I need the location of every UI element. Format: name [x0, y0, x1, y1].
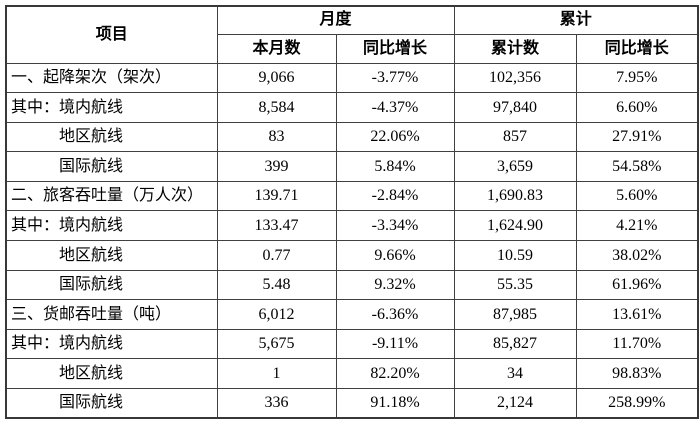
- header-item: 项目: [5, 5, 218, 64]
- monthly-value-cell: 1: [216, 358, 337, 390]
- header-monthly-group: 月度: [216, 5, 455, 35]
- cumulative-value-cell: 10.59: [453, 240, 577, 271]
- cumulative-yoy-cell: 54.58%: [575, 151, 699, 182]
- monthly-yoy-cell: 22.06%: [335, 121, 455, 153]
- table-row: 三、货邮吞吐量（吨） 6,012 -6.36% 87,985 13.61%: [5, 299, 699, 330]
- monthly-value-cell: 399: [216, 151, 337, 182]
- monthly-yoy-cell: 5.84%: [335, 151, 455, 182]
- row-label: 地区航线: [5, 121, 218, 153]
- header-cumulative: 累计数: [453, 33, 577, 64]
- cumulative-value-cell: 1,690.83: [453, 180, 577, 212]
- cumulative-yoy-cell: 4.21%: [575, 210, 699, 242]
- cumulative-value-cell: 34: [453, 358, 577, 390]
- header-cumulative-group: 累计: [453, 5, 699, 35]
- table-row: 二、旅客吞吐量（万人次） 139.71 -2.84% 1,690.83 5.60…: [5, 180, 699, 212]
- table-row: 其中：境内航线 133.47 -3.34% 1,624.90 4.21%: [5, 210, 699, 242]
- table-row: 国际航线 5.48 9.32% 55.35 61.96%: [5, 269, 699, 301]
- monthly-yoy-cell: -4.37%: [335, 92, 455, 123]
- row-label: 地区航线: [5, 240, 218, 271]
- monthly-yoy-cell: 9.32%: [335, 269, 455, 301]
- row-label: 其中：境内航线: [5, 328, 218, 360]
- cumulative-value-cell: 55.35: [453, 269, 577, 301]
- monthly-value-cell: 336: [216, 388, 337, 419]
- monthly-yoy-cell: -3.77%: [335, 62, 455, 94]
- header-current-month: 本月数: [216, 33, 337, 64]
- row-label: 三、货邮吞吐量（吨）: [5, 299, 218, 330]
- cumulative-yoy-cell: 6.60%: [575, 92, 699, 123]
- table-row: 其中：境内航线 5,675 -9.11% 85,827 11.70%: [5, 328, 699, 360]
- cumulative-yoy-cell: 27.91%: [575, 121, 699, 153]
- cumulative-value-cell: 85,827: [453, 328, 577, 360]
- monthly-yoy-cell: 91.18%: [335, 388, 455, 419]
- cumulative-yoy-cell: 11.70%: [575, 328, 699, 360]
- row-label: 国际航线: [5, 269, 218, 301]
- table-header: 项目 月度 累计 本月数 同比增长 累计数 同比增长: [5, 5, 699, 64]
- monthly-value-cell: 5,675: [216, 328, 337, 360]
- cumulative-value-cell: 857: [453, 121, 577, 153]
- cumulative-yoy-cell: 98.83%: [575, 358, 699, 390]
- header-monthly-yoy: 同比增长: [335, 33, 455, 64]
- cumulative-value-cell: 3,659: [453, 151, 577, 182]
- table-row: 地区航线 83 22.06% 857 27.91%: [5, 121, 699, 153]
- table-row: 其中：境内航线 8,584 -4.37% 97,840 6.60%: [5, 92, 699, 123]
- monthly-yoy-cell: -9.11%: [335, 328, 455, 360]
- table-row: 一、起降架次（架次） 9,066 -3.77% 102,356 7.95%: [5, 62, 699, 94]
- row-label: 一、起降架次（架次）: [5, 62, 218, 94]
- cumulative-yoy-cell: 7.95%: [575, 62, 699, 94]
- cumulative-yoy-cell: 61.96%: [575, 269, 699, 301]
- monthly-yoy-cell: 9.66%: [335, 240, 455, 271]
- cumulative-value-cell: 1,624.90: [453, 210, 577, 242]
- header-cumulative-yoy: 同比增长: [575, 33, 699, 64]
- row-label: 其中：境内航线: [5, 210, 218, 242]
- cumulative-yoy-cell: 5.60%: [575, 180, 699, 212]
- row-label: 国际航线: [5, 151, 218, 182]
- cumulative-value-cell: 87,985: [453, 299, 577, 330]
- monthly-yoy-cell: 82.20%: [335, 358, 455, 390]
- monthly-value-cell: 6,012: [216, 299, 337, 330]
- cumulative-yoy-cell: 13.61%: [575, 299, 699, 330]
- monthly-value-cell: 83: [216, 121, 337, 153]
- cumulative-value-cell: 97,840: [453, 92, 577, 123]
- monthly-value-cell: 133.47: [216, 210, 337, 242]
- table-body: 一、起降架次（架次） 9,066 -3.77% 102,356 7.95% 其中…: [5, 62, 699, 419]
- monthly-yoy-cell: -6.36%: [335, 299, 455, 330]
- row-label: 其中：境内航线: [5, 92, 218, 123]
- monthly-value-cell: 9,066: [216, 62, 337, 94]
- monthly-yoy-cell: -3.34%: [335, 210, 455, 242]
- cumulative-value-cell: 2,124: [453, 388, 577, 419]
- monthly-value-cell: 139.71: [216, 180, 337, 212]
- row-label: 二、旅客吞吐量（万人次）: [5, 180, 218, 212]
- row-label: 地区航线: [5, 358, 218, 390]
- airport-statistics-table: 项目 月度 累计 本月数 同比增长 累计数 同比增长 一、起降架次（架次） 9,…: [5, 5, 700, 420]
- table-row: 国际航线 399 5.84% 3,659 54.58%: [5, 151, 699, 182]
- table-row: 地区航线 1 82.20% 34 98.83%: [5, 358, 699, 390]
- monthly-value-cell: 8,584: [216, 92, 337, 123]
- monthly-value-cell: 0.77: [216, 240, 337, 271]
- cumulative-value-cell: 102,356: [453, 62, 577, 94]
- row-label: 国际航线: [5, 388, 218, 419]
- monthly-yoy-cell: -2.84%: [335, 180, 455, 212]
- table-row: 国际航线 336 91.18% 2,124 258.99%: [5, 388, 699, 419]
- cumulative-yoy-cell: 258.99%: [575, 388, 699, 419]
- cumulative-yoy-cell: 38.02%: [575, 240, 699, 271]
- table-row: 地区航线 0.77 9.66% 10.59 38.02%: [5, 240, 699, 271]
- monthly-value-cell: 5.48: [216, 269, 337, 301]
